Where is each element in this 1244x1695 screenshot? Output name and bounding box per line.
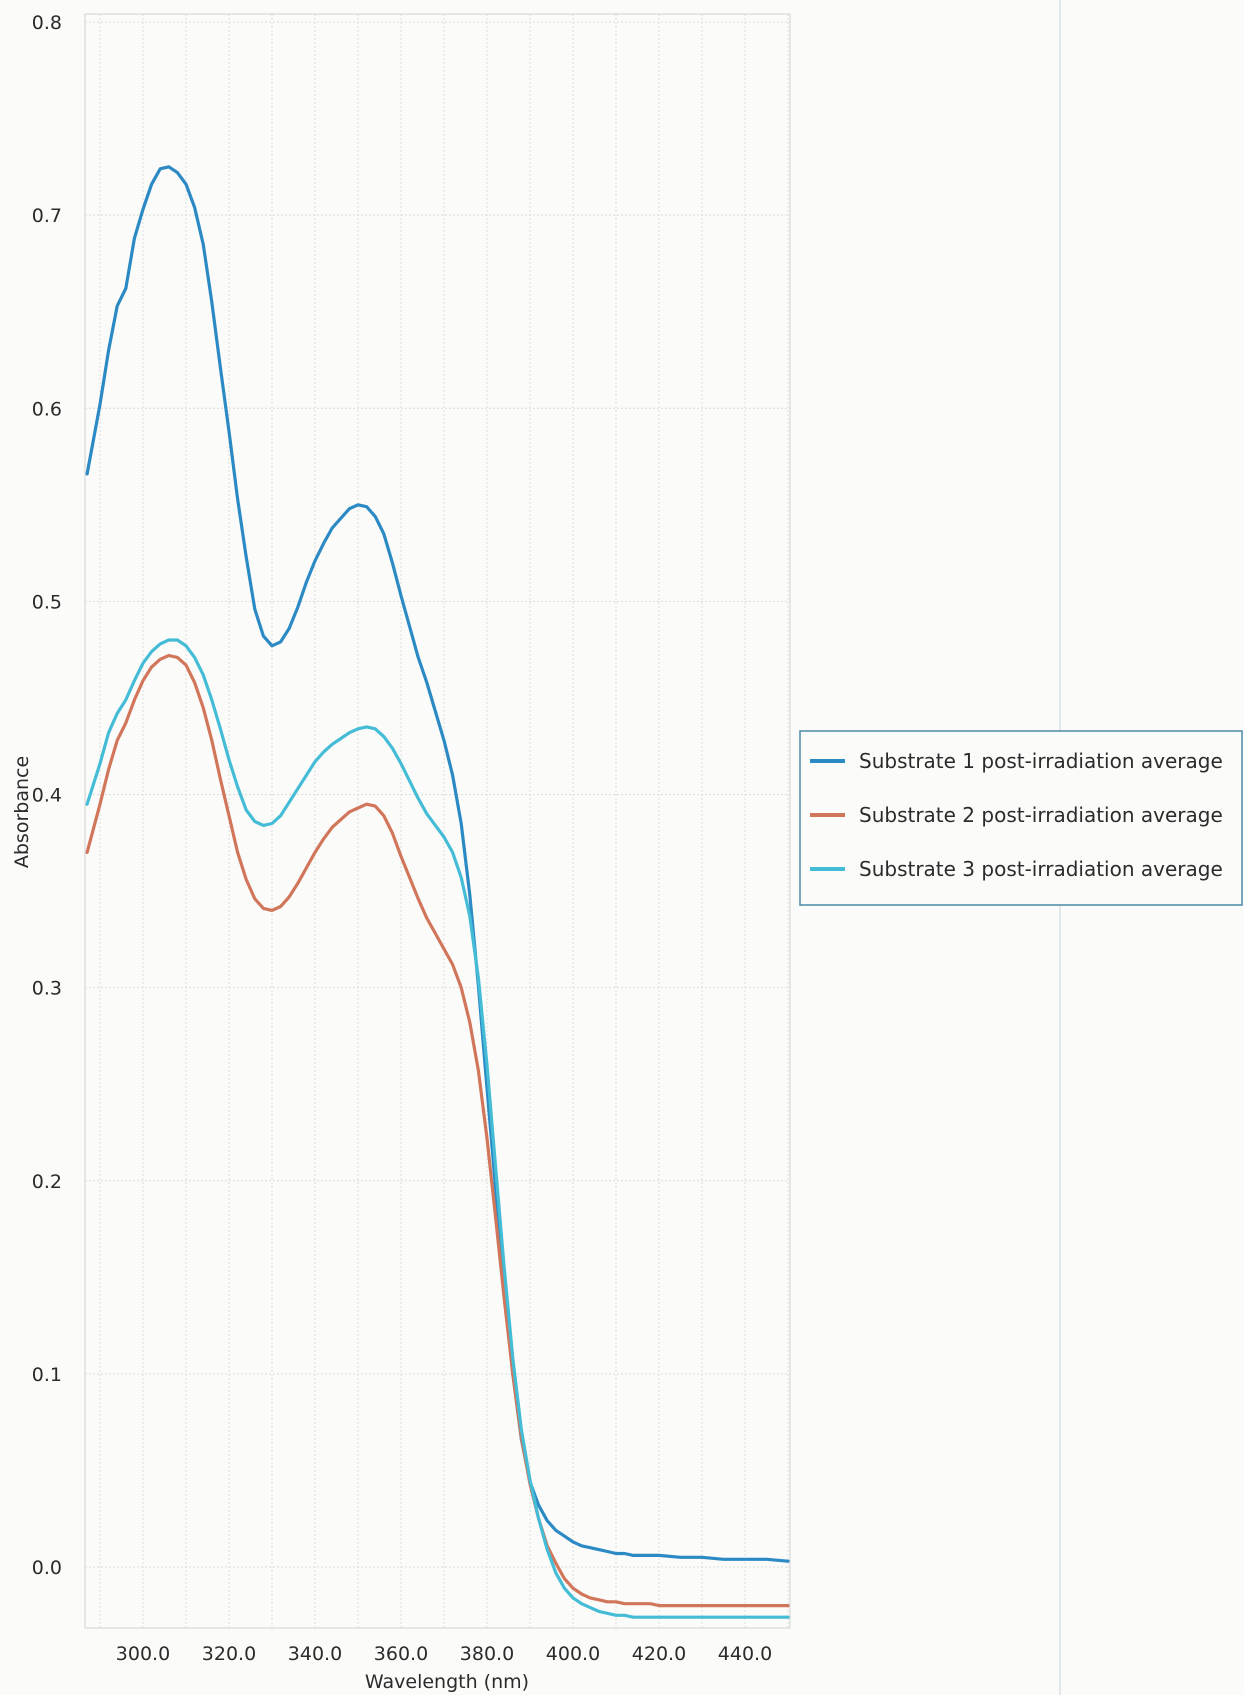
y-tick-label: 0.4 <box>32 785 62 807</box>
y-tick-label: 0.7 <box>32 205 62 227</box>
legend: Substrate 1 post-irradiation average Subs… <box>799 730 1243 906</box>
legend-label-substrate-1: Substrate 1 post-irradiation average <box>859 749 1223 773</box>
y-tick-label: 0.8 <box>32 12 62 34</box>
x-tick-label: 440.0 <box>718 1643 772 1665</box>
series-line-substrate-2 <box>85 653 790 1608</box>
series-line-substrate-3 <box>85 638 790 1619</box>
y-tick-label: 0.6 <box>32 398 62 420</box>
x-tick-label: 300.0 <box>116 1643 170 1665</box>
legend-label-substrate-3: Substrate 3 post-irradiation average <box>859 857 1223 881</box>
series-lines <box>85 165 790 1619</box>
y-axis-ticks: 0.0 0.1 0.2 0.3 0.4 0.5 0.6 0.7 0.8 <box>32 12 62 1579</box>
grid <box>85 14 790 1628</box>
y-tick-label: 0.5 <box>32 591 62 613</box>
plot-area-frame <box>84 13 791 1629</box>
x-tick-label: 340.0 <box>288 1643 342 1665</box>
y-tick-label: 0.0 <box>32 1557 62 1579</box>
x-axis-ticks: 300.0 320.0 340.0 360.0 380.0 400.0 420.0 440.0 <box>116 1643 772 1665</box>
y-tick-label: 0.2 <box>32 1171 62 1193</box>
legend-items: Substrate 1 post-irradiation average Subs… <box>810 749 1223 881</box>
legend-label-substrate-2: Substrate 2 post-irradiation average <box>859 803 1223 827</box>
y-tick-label: 0.3 <box>32 978 62 1000</box>
x-tick-label: 360.0 <box>374 1643 428 1665</box>
x-tick-label: 380.0 <box>460 1643 514 1665</box>
x-axis-title: Wavelength (nm) <box>365 1671 529 1693</box>
series-line-substrate-1 <box>85 165 790 1563</box>
x-tick-label: 320.0 <box>202 1643 256 1665</box>
y-tick-label: 0.1 <box>32 1364 62 1386</box>
x-tick-label: 420.0 <box>632 1643 686 1665</box>
y-axis-title: Absorbance <box>11 756 33 868</box>
x-tick-label: 400.0 <box>546 1643 600 1665</box>
legend-box <box>799 730 1243 906</box>
